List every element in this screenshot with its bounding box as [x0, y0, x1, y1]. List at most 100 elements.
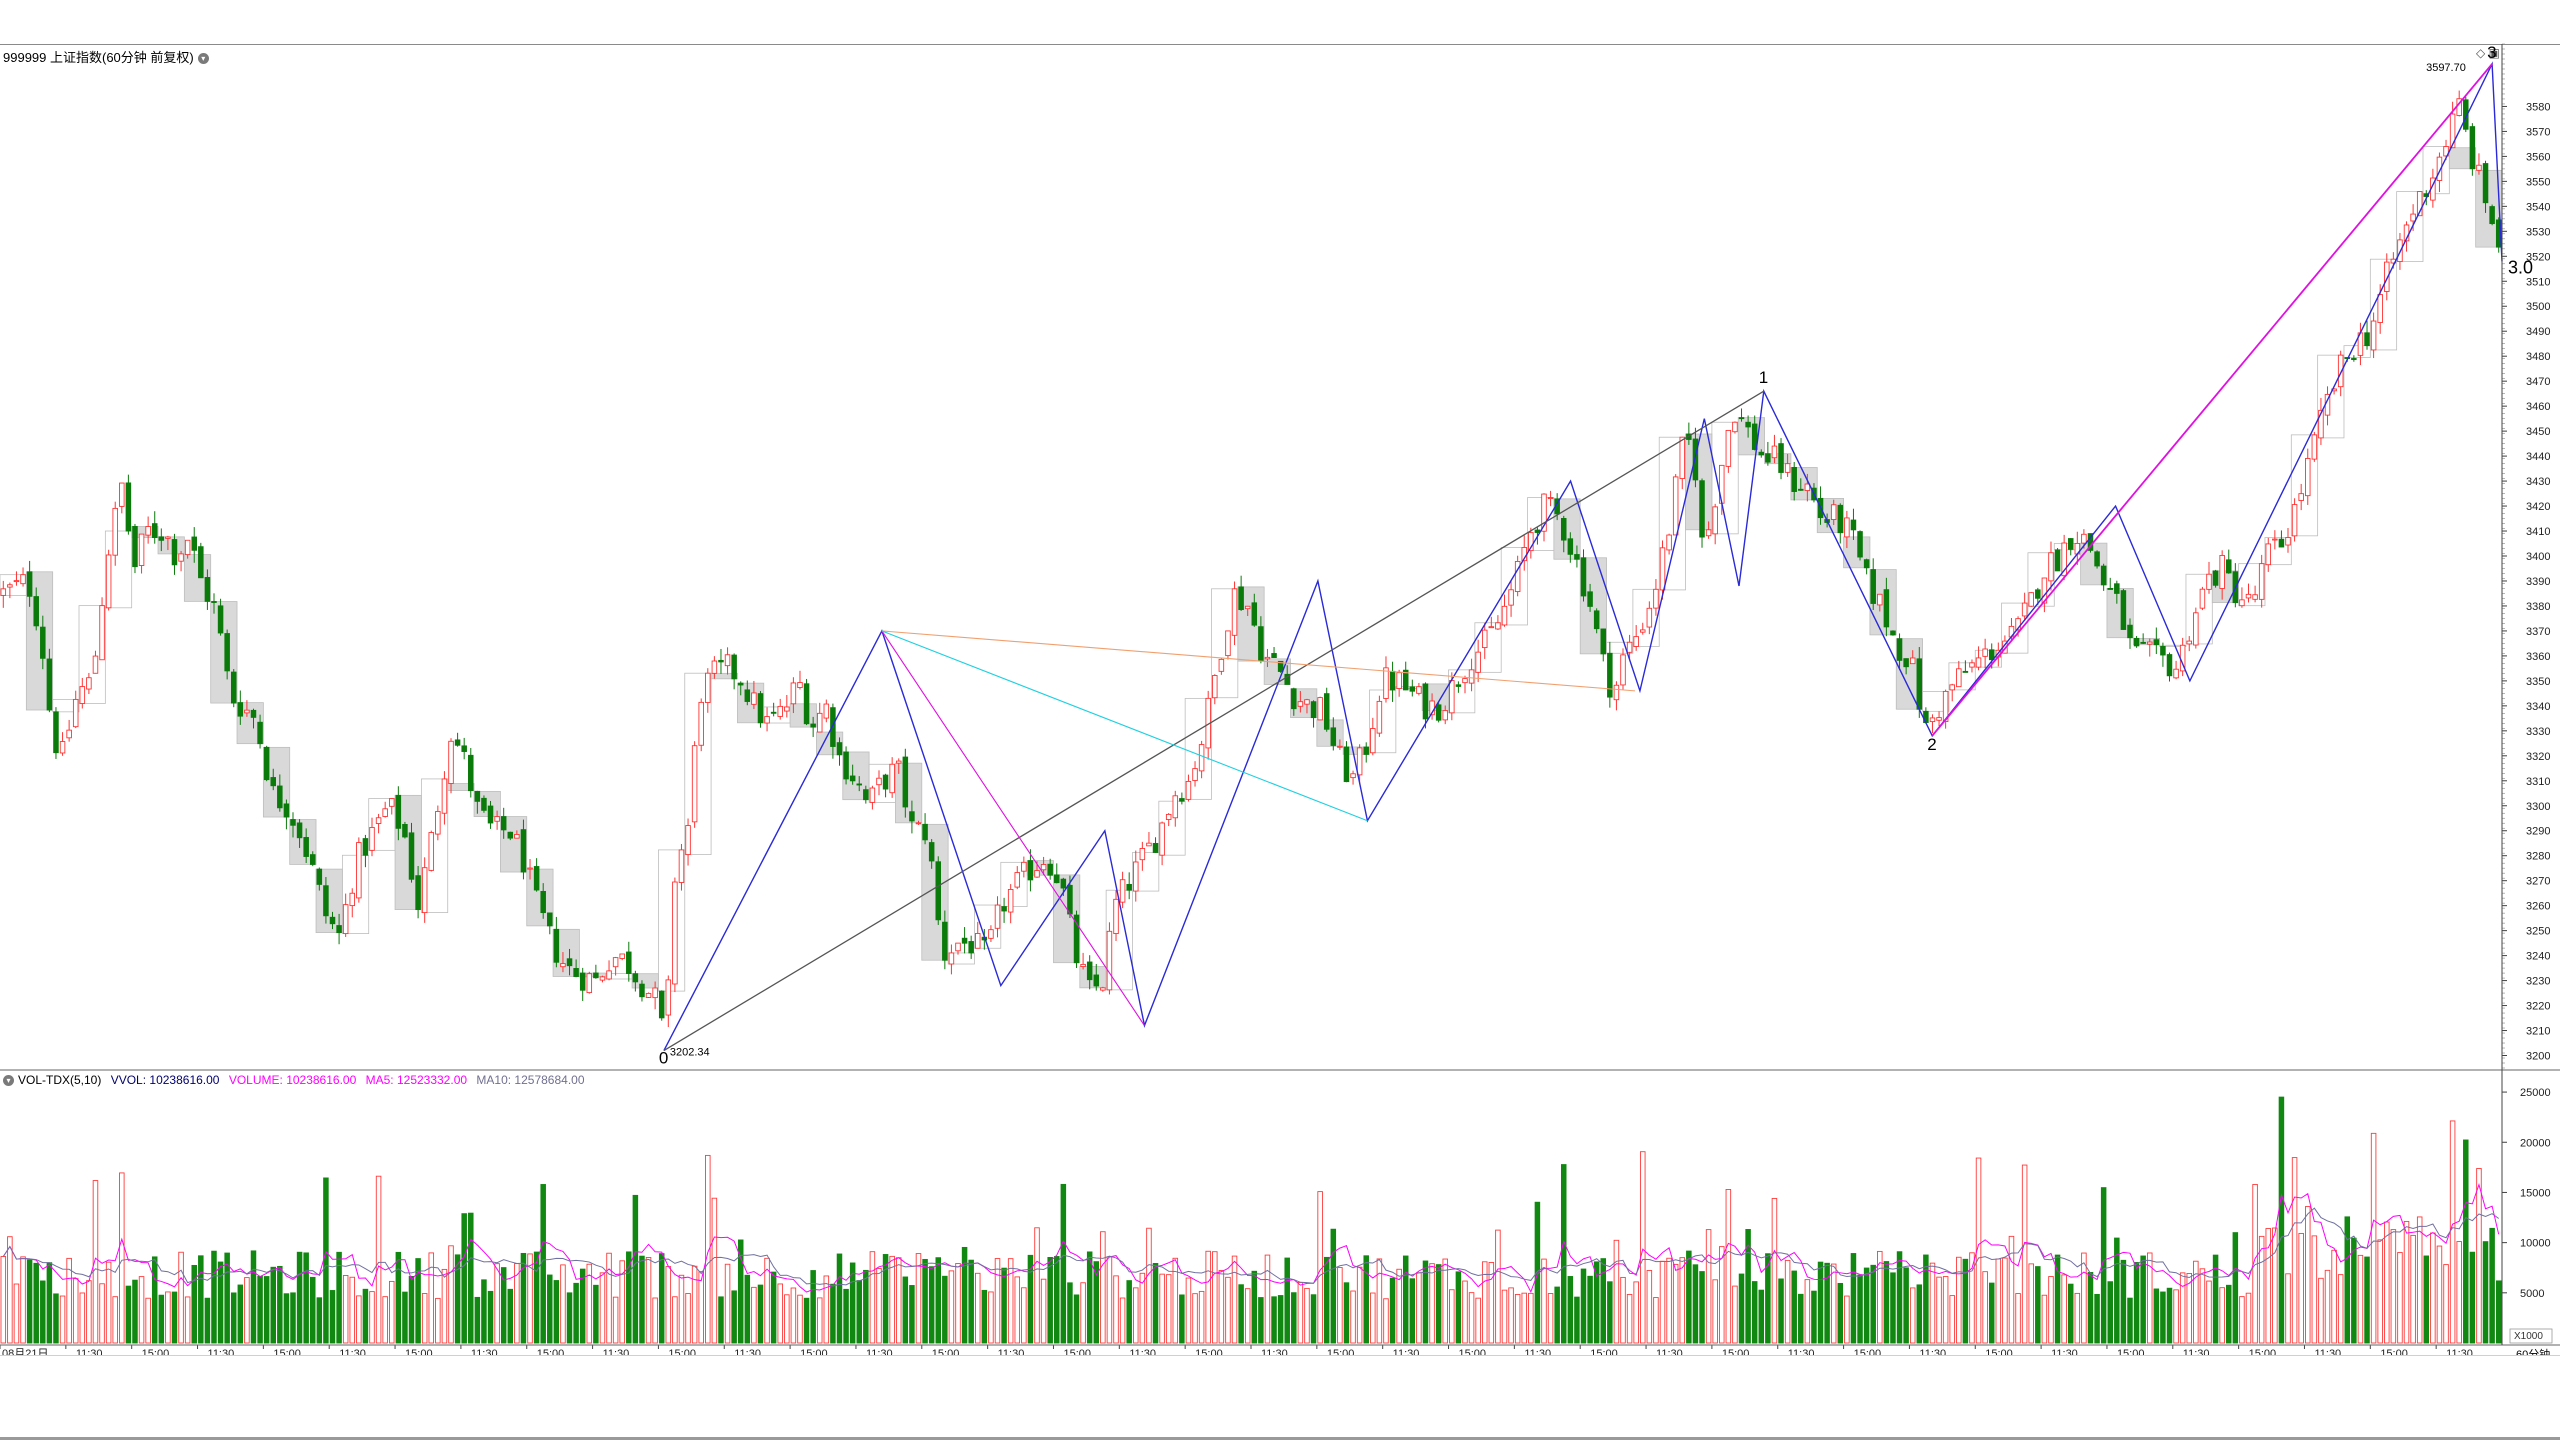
candle-body: [323, 885, 329, 917]
volume-bar: [165, 1291, 171, 1344]
candle-body: [1238, 586, 1244, 611]
volume-bar: [369, 1291, 375, 1344]
candle-body: [1251, 602, 1258, 626]
candle-body: [2140, 641, 2146, 644]
y-tick-label: 3450: [2526, 426, 2550, 438]
volume-bar: [619, 1260, 625, 1344]
candle-body: [1725, 429, 1732, 467]
y-tick-label: 3270: [2526, 876, 2550, 888]
volume-bar: [2146, 1252, 2153, 1344]
candle-body: [158, 536, 165, 541]
candle-body: [1139, 848, 1146, 861]
volume-bar: [1850, 1253, 1857, 1344]
volume-bar: [1942, 1276, 1949, 1344]
candle-body: [737, 682, 744, 686]
day-range-box: [2185, 573, 2213, 645]
candle-body: [2081, 533, 2087, 544]
day-range-box: [2369, 258, 2398, 351]
candle-body: [843, 751, 849, 780]
day-range-box: [2159, 644, 2187, 647]
volume-bar: [2377, 1239, 2383, 1344]
volume-bar: [777, 1283, 783, 1344]
volume-bar: [415, 1258, 421, 1344]
candle-body: [1225, 630, 1231, 657]
day-range-box: [2317, 354, 2345, 439]
candle-body: [1626, 641, 1633, 653]
volume-bar: [816, 1297, 823, 1344]
y-tick-label: 3330: [2526, 726, 2550, 738]
volume-bar: [375, 1175, 382, 1344]
volume-bar: [1686, 1250, 1692, 1344]
volume-bar: [1528, 1292, 1534, 1344]
candle-body: [961, 937, 968, 944]
volume-bar: [1725, 1189, 1732, 1344]
candle-body: [92, 655, 99, 674]
volume-bar: [2212, 1254, 2219, 1344]
volume-bar: [1863, 1267, 1870, 1344]
volume-bar: [645, 1256, 652, 1344]
candle-body: [2410, 213, 2416, 222]
day-range-box: [341, 854, 370, 934]
candle-body: [237, 702, 244, 717]
volume-bar: [928, 1266, 935, 1344]
volume-bar: [830, 1283, 836, 1344]
candle-body: [1758, 451, 1765, 456]
indicator-menu-icon[interactable]: ▾: [3, 1075, 14, 1087]
volume-bar: [1719, 1246, 1725, 1344]
candle-body: [329, 916, 336, 925]
volume-bar: [1738, 1273, 1745, 1344]
candle-body: [1659, 547, 1666, 591]
volume-bar: [1100, 1231, 1106, 1344]
y-tick-label: 3540: [2526, 201, 2550, 213]
volume-bar: [672, 1296, 678, 1344]
candle-body: [619, 953, 625, 959]
volume-bar: [1817, 1261, 1824, 1344]
candle-body: [1054, 874, 1060, 884]
volume-bar: [1350, 1290, 1356, 1344]
candle-body: [66, 729, 72, 739]
volume-bar: [1297, 1282, 1304, 1344]
candle-body: [1152, 842, 1159, 853]
candle-body: [942, 921, 948, 961]
volume-bar: [797, 1294, 803, 1344]
volume-bar: [2351, 1237, 2357, 1344]
y-tick-label: 3440: [2526, 451, 2550, 463]
volume-bar: [309, 1276, 316, 1344]
candle-body: [1218, 658, 1225, 672]
candle-body: [1942, 690, 1949, 722]
candle-body: [1047, 863, 1053, 876]
candle-body: [1212, 675, 1218, 699]
volume-bar: [1146, 1227, 1152, 1344]
candle-body: [303, 837, 309, 857]
candle-body: [1093, 974, 1100, 987]
settings-icon[interactable]: ▾: [197, 53, 209, 65]
volume-multiplier-box: [2509, 1328, 2553, 1344]
volume-bar: [1455, 1271, 1462, 1344]
volume-bar: [1047, 1257, 1053, 1344]
volume-bar: [494, 1263, 500, 1344]
chart-corner-icons[interactable]: ◇ ▣: [2476, 46, 2500, 60]
volume-bar: [1633, 1281, 1639, 1344]
pin-icon[interactable]: ◇: [2476, 46, 2486, 60]
candle-body: [2245, 593, 2252, 599]
candle-body: [59, 741, 66, 754]
volume-bar: [1771, 1197, 1778, 1344]
candle-body: [507, 831, 514, 839]
candle-body: [2100, 565, 2107, 586]
candle-body: [573, 968, 579, 977]
volume-bar: [1640, 1151, 1646, 1344]
y-tick-label: 3280: [2526, 851, 2550, 863]
candle-body: [2377, 294, 2383, 323]
indicator-name[interactable]: VOL-TDX(5,10): [18, 1073, 102, 1087]
volume-bar: [2337, 1274, 2344, 1344]
volume-bar: [191, 1264, 197, 1344]
volume-bar: [1857, 1274, 1863, 1344]
candle-body: [1890, 630, 1896, 636]
day-range-box: [131, 526, 159, 538]
y-tick-label: 3410: [2526, 526, 2550, 538]
panel-icon[interactable]: ▣: [2488, 46, 2500, 60]
candle-body: [2476, 164, 2482, 171]
volume-bar: [1080, 1282, 1086, 1344]
y-tick-label: 3420: [2526, 501, 2550, 513]
